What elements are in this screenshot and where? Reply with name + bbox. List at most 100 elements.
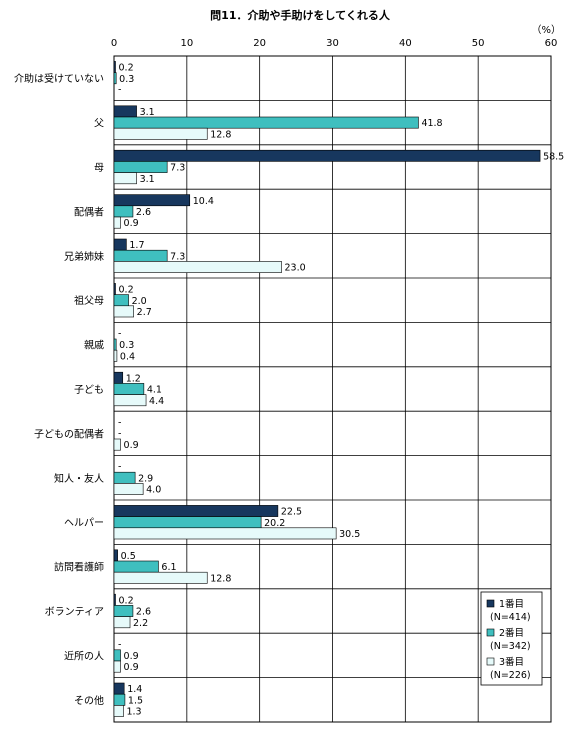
bar: [113, 194, 191, 207]
data-label: 0.2: [119, 63, 134, 74]
bar: [113, 705, 124, 717]
bar: [113, 483, 144, 495]
category-label: 介助は受けていない: [14, 72, 104, 85]
data-label: 4.0: [146, 485, 161, 496]
bar: [113, 205, 134, 218]
category-label: その他: [74, 694, 104, 707]
legend-n-label: (N=342): [490, 641, 531, 652]
category-label: 父: [94, 118, 104, 130]
bar: [113, 383, 145, 395]
data-label: 0.3: [119, 340, 134, 351]
bar: [113, 593, 116, 606]
legend-n-label: (N=226): [490, 670, 531, 681]
missing-value-label: -: [118, 639, 121, 650]
bar: [113, 149, 541, 162]
bar: [113, 249, 168, 262]
data-label: 0.3: [119, 74, 134, 85]
data-label: 1.3: [126, 707, 141, 718]
data-label: 1.5: [128, 695, 143, 706]
data-label: 2.2: [133, 618, 148, 629]
labels: 介助は受けていない父母配偶者兄弟姉妹祖父母親戚子ども子どもの配偶者知人・友人ヘル…: [14, 63, 564, 718]
data-label: 12.8: [210, 129, 231, 140]
legend-label: 1番目: [499, 598, 524, 610]
data-label: 0.9: [124, 662, 139, 673]
data-label: 0.5: [121, 551, 136, 562]
category-label: 配偶者: [74, 205, 104, 218]
bar: [113, 305, 134, 318]
category-label: 近所の人: [64, 649, 104, 662]
data-label: 1.7: [129, 240, 144, 251]
data-label: 4.4: [149, 396, 164, 407]
category-label: 訪問看護師: [54, 561, 104, 574]
data-label: 3.1: [140, 107, 155, 118]
bar: [113, 72, 117, 85]
legend-label: 2番目: [499, 627, 524, 639]
bar: [113, 116, 419, 129]
missing-value-label: -: [118, 417, 121, 428]
data-label: 4.1: [147, 385, 162, 396]
data-label: 6.1: [161, 562, 176, 573]
category-label: ボランティア: [45, 606, 104, 618]
missing-value-label: -: [118, 462, 121, 473]
bar: [113, 216, 121, 229]
category-label: 子どもの配偶者: [34, 427, 104, 440]
legend-label: 3番目: [499, 656, 524, 668]
category-label: ヘルパー: [64, 517, 104, 529]
x-tick-label: 30: [326, 38, 339, 49]
bar: [113, 471, 136, 484]
data-label: 30.5: [339, 529, 360, 540]
bar: [113, 693, 126, 706]
data-label: 2.9: [138, 473, 153, 484]
missing-value-label: -: [118, 429, 121, 440]
data-label: 2.7: [137, 307, 152, 318]
data-label: 2.0: [132, 296, 147, 307]
legend-swatch: [486, 657, 495, 666]
bar: [113, 238, 127, 251]
data-label: 0.2: [119, 285, 134, 296]
bar: [113, 438, 121, 451]
bar: [113, 516, 262, 529]
data-label: 22.5: [281, 507, 302, 518]
legend-swatch: [486, 599, 495, 608]
bar: [113, 616, 131, 629]
data-label: 0.4: [120, 351, 135, 362]
bar: [113, 549, 118, 562]
data-label: 7.3: [170, 251, 185, 262]
bar: [113, 371, 124, 384]
x-tick-label: 20: [253, 38, 266, 49]
bar: [113, 283, 116, 295]
data-label: 0.9: [124, 218, 139, 229]
data-label: 0.9: [124, 440, 139, 451]
unit-label: （%）: [531, 24, 561, 36]
bar: [113, 394, 147, 407]
data-label: 1.4: [127, 684, 142, 695]
data-label: 41.8: [421, 118, 442, 129]
data-label: 12.8: [210, 573, 231, 584]
bar: [113, 61, 116, 73]
bar: [113, 127, 208, 140]
data-label: 20.2: [264, 518, 285, 529]
bar: [113, 261, 282, 273]
data-label: 2.6: [136, 207, 151, 218]
x-tick-label: 60: [545, 38, 558, 49]
plot-area: 0 10 20 30 40 50 60: [111, 38, 558, 723]
bar: [113, 649, 121, 662]
x-tick-label: 10: [180, 38, 193, 49]
chart-title: 問11．介助や手助けをしてくれる人: [210, 8, 391, 22]
category-label: 知人・友人: [54, 472, 104, 485]
category-label: 子ども: [74, 384, 104, 396]
bar: [113, 682, 125, 695]
bar: [113, 105, 137, 118]
legend: 1番目 (N=414) 2番目 (N=342) 3番目 (N=226): [480, 591, 543, 686]
bar: [113, 172, 137, 185]
legend-swatch: [486, 628, 495, 637]
legend-n-label: (N=414): [490, 612, 531, 623]
bar: [113, 349, 118, 362]
data-label: 7.3: [170, 163, 185, 174]
legend-box: [480, 591, 543, 686]
bar: [113, 505, 279, 517]
missing-value-label: -: [118, 85, 121, 96]
category-label: 親戚: [84, 339, 104, 352]
data-label: 0.2: [119, 595, 134, 606]
